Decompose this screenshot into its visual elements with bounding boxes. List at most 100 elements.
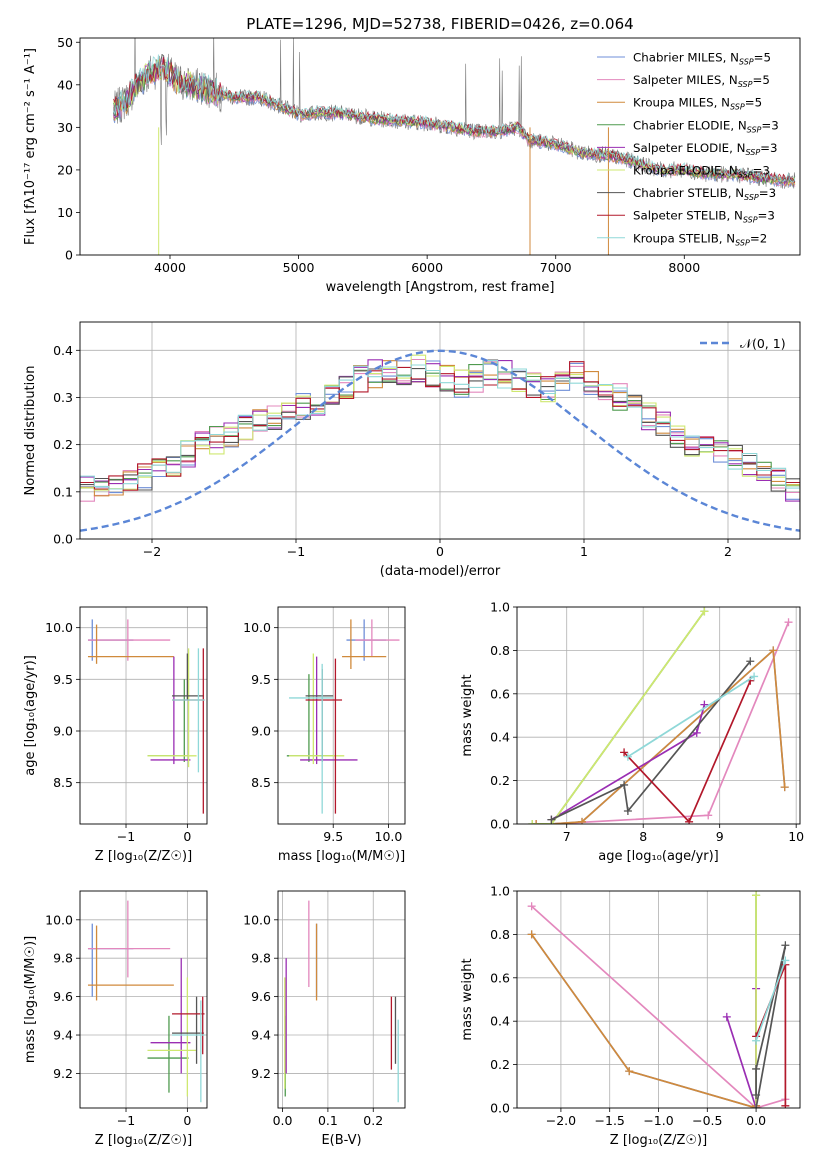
- y-tick-label: 0.2: [490, 1057, 510, 1072]
- errorbar-salpeter-miles: [87, 619, 171, 661]
- errorbar-salpeter-miles: [87, 900, 171, 978]
- axes-mass-vs-Z: −1 0 9.2 9.4 9.6 9.8 10.0 Z [log₁₀(Z/Z☉)] mass […: [23, 890, 208, 1148]
- errorbar-kroupa-elodie: [147, 648, 197, 768]
- y-tick-label: 9.2: [251, 1066, 271, 1081]
- x-axis-label: Z [log₁₀(Z/Z☉)]: [610, 1133, 707, 1148]
- plot-area-age-vs-mass: [286, 619, 400, 814]
- legend-label: Salpeter MILES, NSSP=5: [633, 73, 770, 89]
- x-tick-label: 5000: [283, 260, 315, 275]
- legend-label: Chabrier STELIB, NSSP=3: [633, 186, 776, 202]
- y-tick-label: 9.8: [53, 951, 73, 966]
- histogram-salpeter-elodie: [80, 359, 800, 502]
- model-line-kroupa-stelib: [113, 54, 796, 183]
- weight-marker: [722, 1012, 731, 1021]
- legend-label: Kroupa ELODIE, NSSP=3: [633, 164, 770, 180]
- errorbar-kroupa-elodie: [147, 977, 197, 1097]
- plot-area-spectrum: [113, 38, 796, 255]
- x-axis-label: mass [log₁₀(M/M☉)]: [278, 849, 405, 864]
- weight-line-salpeter-miles: [531, 905, 786, 1108]
- x-tick-label: 7: [563, 829, 571, 844]
- weight-marker: [750, 672, 759, 681]
- y-tick-label: 0.8: [490, 927, 510, 942]
- legend-label: Salpeter ELODIE, NSSP=3: [633, 141, 778, 157]
- weight-marker: [620, 780, 629, 789]
- axes-weight-vs-Z: −2.0 −1.5 −1.0 −0.5 0.0 0.0 0.2 0.4 0.6 0.8 1.0 Z […: [460, 884, 801, 1148]
- x-tick-label: 2: [724, 544, 732, 559]
- weight-marker: [780, 783, 789, 792]
- weight-marker: [781, 941, 790, 950]
- x-tick-label: 0.2: [363, 1113, 383, 1128]
- y-tick-label: 0.0: [53, 532, 73, 547]
- x-tick-label: 0: [183, 1113, 191, 1128]
- y-tick-label: 9.6: [251, 989, 271, 1004]
- axes-frame: [79, 890, 208, 1109]
- weight-marker: [700, 607, 709, 616]
- weight-marker: [781, 1101, 790, 1108]
- y-tick-label: 8.5: [251, 775, 271, 790]
- y-tick-label: 0.4: [490, 730, 510, 745]
- x-tick-label: −2: [143, 544, 161, 559]
- x-tick-label: 0.0: [273, 1113, 293, 1128]
- y-tick-label: 0.4: [53, 343, 73, 358]
- y-tick-label: 0.4: [490, 1014, 510, 1029]
- x-tick-label: −1.5: [595, 1113, 625, 1128]
- legend-label: Salpeter STELIB, NSSP=3: [633, 209, 775, 225]
- axes-frame: [79, 37, 801, 256]
- y-axis-label: mass weight: [460, 958, 475, 1040]
- y-tick-label: 30: [57, 120, 73, 135]
- weight-marker: [527, 902, 536, 911]
- errorbar-salpeter-stelib: [305, 658, 343, 814]
- plot-area-mass-vs-EBV: [284, 900, 399, 1103]
- weight-marker: [746, 657, 755, 666]
- errorbar-salpeter-elodie: [150, 656, 191, 765]
- y-tick-label: 9.4: [53, 1028, 73, 1043]
- y-tick-label: 0.0: [490, 1101, 510, 1116]
- x-axis-label: (data-model)/error: [380, 564, 501, 579]
- legend-label: Chabrier MILES, NSSP=5: [633, 51, 771, 67]
- axes-mass-vs-EBV: 0.0 0.1 0.2 9.2 9.4 9.6 9.8 10.0 E(B-V): [243, 890, 406, 1148]
- weight-marker: [752, 891, 761, 900]
- x-tick-label: 6000: [411, 260, 443, 275]
- y-tick-label: 8.5: [53, 775, 73, 790]
- legend-label: 𝒩(0, 1): [740, 336, 786, 351]
- histogram-kroupa-stelib: [80, 360, 800, 492]
- weight-marker: [623, 806, 632, 815]
- x-axis-label: wavelength [Angstrom, rest frame]: [326, 280, 555, 295]
- weight-line-kroupa-elodie: [532, 610, 706, 824]
- y-tick-label: 10.0: [45, 620, 73, 635]
- weight-marker: [692, 728, 701, 737]
- x-axis-label: Z [log₁₀(Z/Z☉)]: [95, 1133, 192, 1148]
- x-tick-label: 10: [788, 829, 804, 844]
- x-tick-label: 8000: [668, 260, 700, 275]
- errorbar-salpeter-miles: [355, 619, 400, 657]
- legend-spectrum: Chabrier MILES, NSSP=5 Salpeter MILES, NS…: [597, 51, 779, 247]
- errorbar-kroupa-miles: [342, 619, 387, 669]
- axes-frame: [79, 606, 208, 825]
- y-tick-label: 0.2: [490, 773, 510, 788]
- legend-label: Kroupa STELIB, NSSP=2: [633, 231, 767, 247]
- y-tick-label: 10.0: [45, 912, 73, 927]
- axes-age-vs-mass: 9.5 10.0 8.5 9.0 9.5 10.0 mass [log₁₀(M/M☉)]: [243, 606, 406, 864]
- x-tick-label: −1: [287, 544, 305, 559]
- errorbar-salpeter-elodie: [300, 656, 358, 765]
- weight-marker: [685, 817, 694, 824]
- errorbar-chabrier-stelib: [172, 996, 204, 1064]
- y-tick-label: 10.0: [243, 620, 271, 635]
- errorbar-kroupa-stelib: [172, 648, 205, 773]
- axes-frame: [277, 890, 406, 1109]
- weight-line-kroupa-stelib: [755, 960, 787, 1041]
- axes-frame: [79, 321, 801, 540]
- weight-line-chabrier-stelib: [755, 945, 787, 1108]
- axes-frame: [277, 606, 406, 825]
- x-tick-label: 10.0: [375, 829, 403, 844]
- y-tick-label: 0: [65, 248, 73, 263]
- x-tick-label: −0.5: [692, 1113, 722, 1128]
- y-tick-label: 9.6: [53, 989, 73, 1004]
- plot-area-age-vs-Z: [87, 619, 205, 814]
- errorbar-kroupa-stelib: [289, 663, 334, 814]
- errorbar-kroupa-miles: [87, 925, 174, 1001]
- y-tick-label: 40: [57, 77, 73, 92]
- y-axis-label: age [log₁₀(age/yr)]: [23, 655, 38, 776]
- y-tick-label: 9.5: [251, 672, 271, 687]
- y-axis-label: Normed distribution: [23, 366, 38, 496]
